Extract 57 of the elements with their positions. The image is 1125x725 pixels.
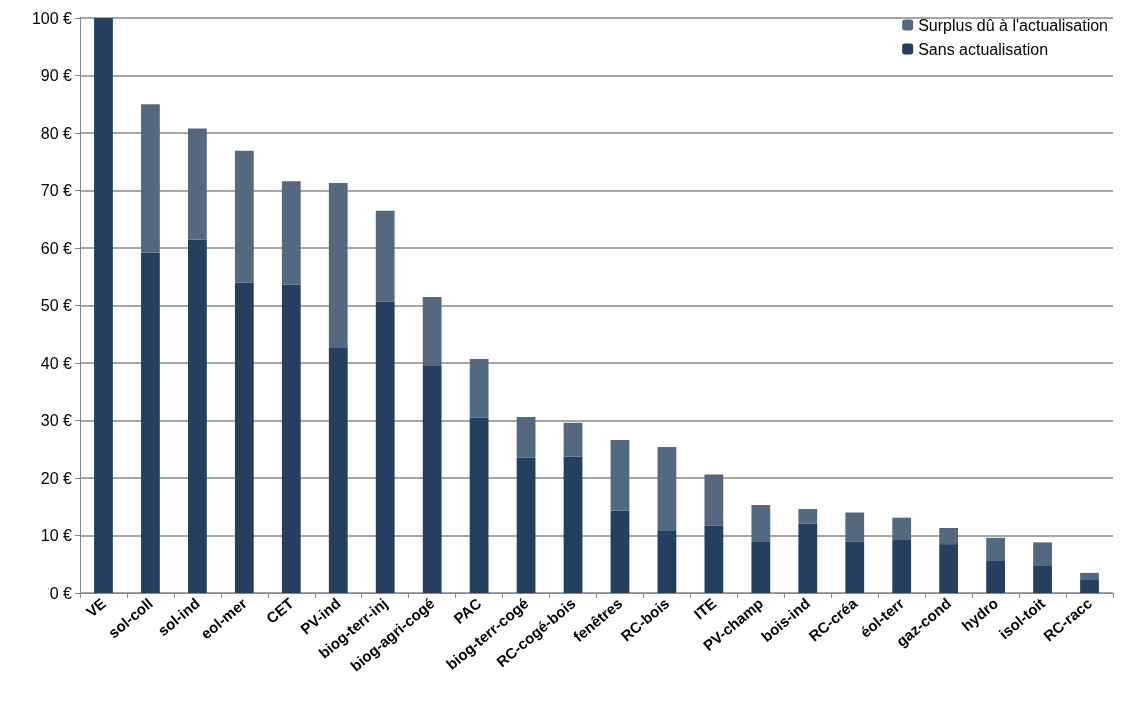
bar: [704, 474, 724, 526]
bar: [986, 537, 1005, 561]
legend-label: Surplus dû à l'actualisation: [918, 16, 1109, 34]
bar: [657, 530, 677, 593]
y-tick-label: 30 €: [40, 412, 73, 429]
bar: [1080, 572, 1099, 580]
y-tick-label: 100 €: [31, 9, 73, 27]
bar: [798, 523, 818, 593]
bar: [1033, 542, 1052, 566]
bar: [469, 417, 489, 593]
bar: [94, 18, 113, 593]
bar: [141, 104, 160, 253]
x-tick-label: VE: [82, 594, 109, 621]
bar: [234, 282, 254, 593]
bar: [281, 284, 301, 593]
bar: [845, 512, 865, 542]
y-tick-label: 10 €: [40, 527, 73, 544]
y-tick-label: 70 €: [40, 182, 73, 199]
bar: [845, 541, 865, 593]
y-tick-label: 0 €: [49, 584, 73, 602]
y-tick-label: 40 €: [40, 354, 73, 372]
bar: [610, 510, 630, 593]
y-tick-label: 20 €: [40, 469, 73, 487]
y-tick-label: 50 €: [40, 297, 73, 314]
bar: [234, 150, 254, 283]
bar: [469, 358, 489, 418]
legend-label: Sans actualisation: [918, 40, 1049, 58]
bar: [375, 210, 395, 302]
bar: [563, 422, 583, 457]
bar: [1080, 579, 1099, 593]
bar: [1033, 565, 1052, 593]
bar: [986, 560, 1005, 593]
bar: [281, 181, 301, 285]
bar: [751, 541, 771, 593]
bar: [141, 252, 160, 593]
y-tick-label: 60 €: [40, 239, 73, 257]
bar: [328, 348, 348, 593]
bar: [939, 544, 959, 593]
bar: [516, 417, 536, 458]
bar: [422, 296, 442, 366]
bar: [751, 505, 771, 542]
bar: [704, 525, 724, 593]
bar: [939, 528, 959, 545]
bar: [892, 540, 912, 593]
bar: [657, 446, 677, 531]
y-tick-label: 80 €: [40, 124, 73, 142]
bar: [188, 239, 207, 593]
bar: [892, 517, 912, 541]
bar: [375, 301, 395, 593]
bar: [422, 365, 442, 593]
bar: [798, 509, 818, 524]
bar: [563, 456, 583, 593]
y-tick-label: 90 €: [40, 67, 73, 84]
bar: [328, 183, 348, 349]
bar: [516, 457, 536, 593]
bar: [610, 440, 630, 511]
bar: [188, 128, 207, 240]
